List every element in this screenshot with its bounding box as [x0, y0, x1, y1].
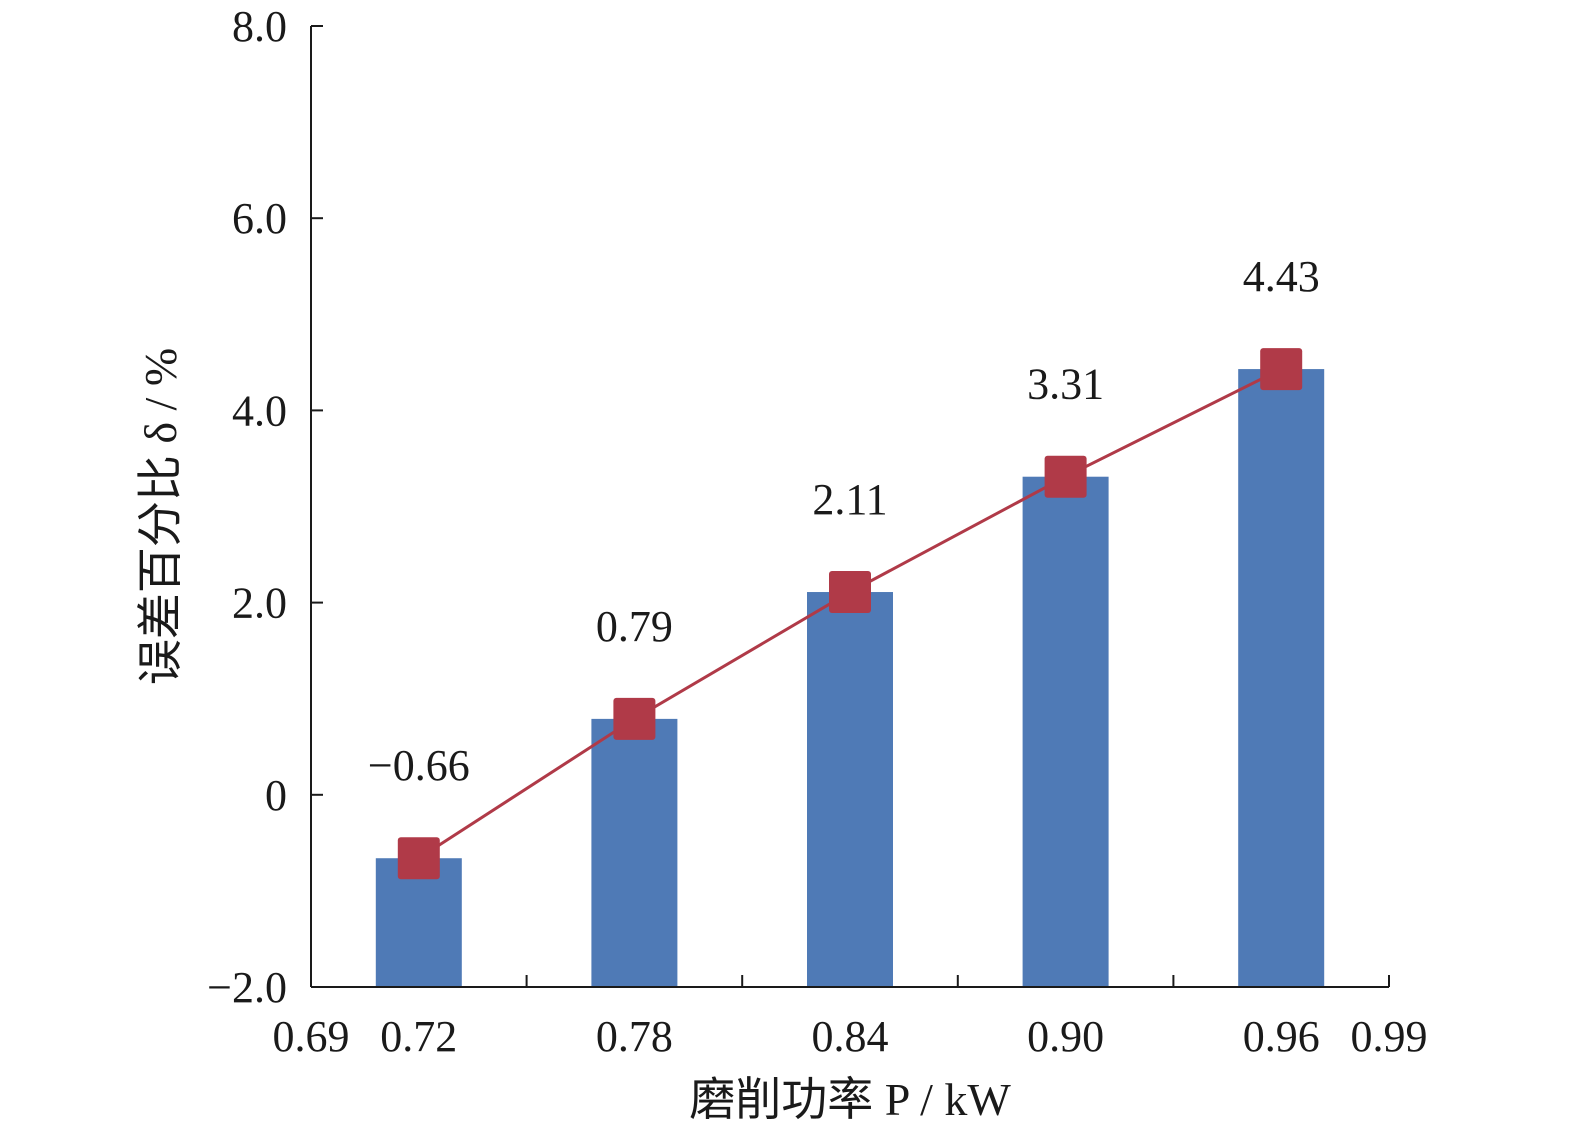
x-axis-title: 磨削功率 P / kW [689, 1074, 1011, 1125]
marker-0.96 [1260, 348, 1303, 391]
bar-0.78 [591, 718, 678, 987]
bar-0.96 [1238, 369, 1325, 987]
marker-0.84 [829, 571, 871, 614]
bar-0.84 [807, 592, 893, 987]
y-tick-label: 0 [265, 771, 287, 820]
x-axis-ticks: 0.69 0.72 0.78 0.84 0.90 0.96 0.99 [273, 975, 1428, 1061]
data-label-0.90: 3.31 [1027, 360, 1104, 409]
data-label-0.78: 0.79 [596, 602, 673, 651]
y-tick-label: 4.0 [232, 386, 287, 435]
x-tick-label: 0.96 [1243, 1012, 1320, 1061]
bar-0.90 [1022, 476, 1109, 987]
marker-0.90 [1044, 455, 1087, 498]
data-labels-layer: −0.66 0.79 2.11 3.31 4.43 [368, 252, 1320, 790]
axes-layer [310, 26, 1389, 988]
y-axis-ticks: −2.0 0 2.0 4.0 6.0 8.0 [207, 2, 323, 1012]
x-tick-label: 0.84 [812, 1012, 889, 1061]
y-tick-label: 8.0 [232, 2, 287, 51]
marker-0.78 [613, 697, 656, 740]
bar-0.72 [375, 858, 462, 987]
y-axis-title: 误差百分比 δ / % [135, 348, 186, 685]
data-label-0.96: 4.43 [1243, 252, 1320, 301]
y-tick-label: 2.0 [232, 579, 287, 628]
data-label-0.84: 2.11 [812, 475, 887, 524]
x-tick-label: 0.69 [273, 1012, 350, 1061]
x-tick-label: 0.90 [1027, 1012, 1104, 1061]
line-series-layer [397, 348, 1303, 880]
x-tick-label: 0.72 [380, 1012, 457, 1061]
bars-layer [375, 369, 1325, 987]
y-tick-label: 6.0 [232, 194, 287, 243]
x-tick-label: 0.78 [596, 1012, 673, 1061]
x-tick-label: 0.99 [1351, 1012, 1428, 1061]
data-label-0.72: −0.66 [368, 741, 470, 790]
y-tick-label: −2.0 [207, 963, 287, 1012]
marker-0.72 [397, 837, 440, 880]
